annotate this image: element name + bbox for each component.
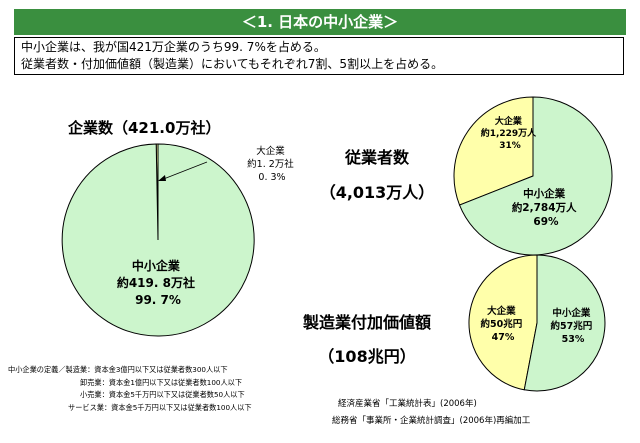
chart3-large-label: 大企業 約50兆円 47% bbox=[480, 305, 525, 343]
chart1-large-line1: 大企業 bbox=[256, 145, 285, 157]
page-title: ＜1. 日本の中小企業＞ bbox=[14, 9, 626, 35]
summary-box: 中小企業は、我が国421万企業のうち99. 7%を占める。 従業者数・付加価値額… bbox=[14, 37, 624, 75]
pie3-slice-large bbox=[468, 254, 538, 391]
chart3-title-line1: 製造業付加価値額 bbox=[302, 313, 431, 332]
chart2-title-line1: 従業者数 bbox=[344, 148, 410, 167]
source-notes: 経済産業省「工業統計表」(2006年) 総務省「事業所・企業統計調査」(2006… bbox=[332, 396, 530, 430]
chart3-sme-line2: 約57兆円 bbox=[550, 320, 592, 332]
definition-notes: 中小企業の定義／製造業：資本金3億円以下又は従業者数300人以下 卸売業：資本金… bbox=[8, 364, 252, 414]
pie-chart-employees bbox=[453, 96, 613, 256]
chart3-large-line3: 47% bbox=[492, 332, 515, 343]
chart2-sme-label: 中小企業 約2,784万人 69% bbox=[512, 187, 580, 228]
pie2-slice-sme bbox=[458, 96, 613, 256]
summary-line-2: 従業者数・付加価値額（製造業）においてもそれぞれ7割、5割以上を占める。 bbox=[21, 57, 444, 71]
chart2-title-line2: （4,013万人） bbox=[320, 183, 435, 202]
chart2-sme-line3: 69% bbox=[533, 216, 559, 228]
chart3-title-line2: （108兆円） bbox=[318, 347, 415, 366]
chart1-large-line2: 約1. 2万社 bbox=[247, 158, 294, 170]
note-line-1: 中小企業の定義／製造業：資本金3億円以下又は従業者数300人以下 bbox=[8, 365, 228, 374]
note-line-4: サービス業：資本金5千万円以下又は従業者数100人以下 bbox=[68, 402, 252, 412]
source-line-1: 経済産業省「工業統計表」(2006年) bbox=[338, 399, 477, 409]
chart1-sme-line2: 約419. 8万社 bbox=[117, 275, 195, 290]
chart3-large-line2: 約50兆円 bbox=[480, 318, 522, 330]
chart2-large-line3: 31% bbox=[499, 141, 521, 151]
chart1-sme-line1: 中小企業 bbox=[132, 258, 181, 273]
pie3-slice-sme bbox=[523, 254, 606, 392]
chart1-title: 企業数（421.0万社） bbox=[67, 119, 220, 137]
summary-line-1: 中小企業は、我が国421万企業のうち99. 7%を占める。 bbox=[21, 40, 326, 54]
chart1-leader-line bbox=[160, 161, 208, 181]
pie2-slice-large bbox=[453, 96, 534, 206]
chart3-sme-label: 中小企業 約57兆円 53% bbox=[550, 307, 595, 345]
chart1-sme-line3: 99. 7% bbox=[135, 293, 181, 307]
chart1-leader-arrowhead bbox=[158, 175, 166, 181]
pie-chart-value-added bbox=[468, 254, 606, 392]
note-line-2: 卸売業：資本金1億円以下又は従業者数100人以下 bbox=[80, 377, 243, 387]
chart2-large-label: 大企業 約1,229万人 31% bbox=[481, 115, 540, 151]
chart3-sme-line3: 53% bbox=[562, 334, 585, 345]
chart2-large-line2: 約1,229万人 bbox=[481, 127, 537, 139]
chart1-large-line3: 0. 3% bbox=[258, 172, 285, 183]
chart2-large-line1: 大企業 bbox=[495, 115, 523, 127]
pie1-slice-sme bbox=[61, 143, 255, 337]
chart3-sme-line1: 中小企業 bbox=[552, 307, 591, 319]
note-line-3: 小売業：資本金5千万円以下又は従業者数50人以下 bbox=[80, 390, 245, 399]
chart2-sme-line1: 中小企業 bbox=[523, 187, 565, 200]
chart1-large-label: 大企業 約1. 2万社 0. 3% bbox=[247, 145, 297, 183]
pie-chart-companies bbox=[61, 143, 255, 337]
source-line-2: 総務省「事業所・企業統計調査」(2006年)再編加工 bbox=[332, 416, 531, 426]
chart3-large-line1: 大企業 bbox=[487, 305, 516, 317]
chart1-sme-label: 中小企業 約419. 8万社 99. 7% bbox=[117, 258, 199, 307]
chart2-sme-line2: 約2,784万人 bbox=[512, 201, 577, 214]
